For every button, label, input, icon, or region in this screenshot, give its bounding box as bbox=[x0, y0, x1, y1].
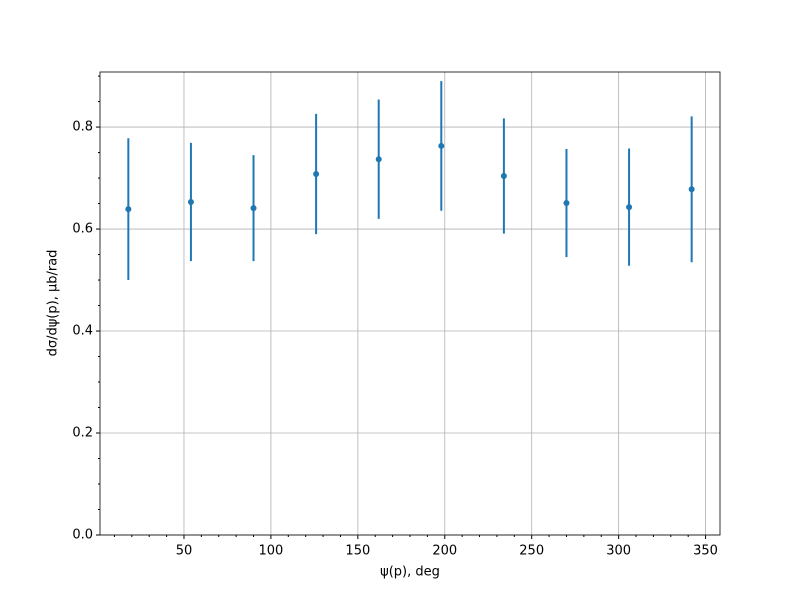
data-point bbox=[438, 142, 445, 149]
y-tick-label: 0.4 bbox=[72, 324, 93, 339]
y-tick-label: 0.2 bbox=[72, 426, 93, 441]
x-tick-label: 200 bbox=[432, 544, 457, 559]
y-tick-label: 0.8 bbox=[72, 120, 93, 135]
data-point bbox=[125, 206, 132, 213]
x-tick-label: 150 bbox=[345, 544, 370, 559]
data-point bbox=[500, 173, 507, 180]
x-tick-label: 350 bbox=[693, 544, 718, 559]
y-axis-label: dσ/dψ(p), μb/rad bbox=[46, 250, 61, 357]
plot-frame bbox=[99, 71, 721, 536]
y-tick-label: 0.0 bbox=[72, 528, 93, 543]
x-tick-label: 50 bbox=[176, 544, 193, 559]
data-point bbox=[313, 170, 320, 177]
data-point bbox=[626, 204, 633, 211]
data-point bbox=[375, 156, 382, 163]
y-tick-label: 0.6 bbox=[72, 222, 93, 237]
x-tick-label: 250 bbox=[519, 544, 544, 559]
data-point bbox=[250, 205, 257, 212]
x-tick-label: 300 bbox=[606, 544, 631, 559]
data-point bbox=[563, 200, 570, 207]
data-point bbox=[187, 199, 194, 206]
x-axis-label: ψ(p), deg bbox=[380, 565, 440, 580]
x-tick-label: 100 bbox=[258, 544, 283, 559]
data-point bbox=[688, 186, 695, 193]
